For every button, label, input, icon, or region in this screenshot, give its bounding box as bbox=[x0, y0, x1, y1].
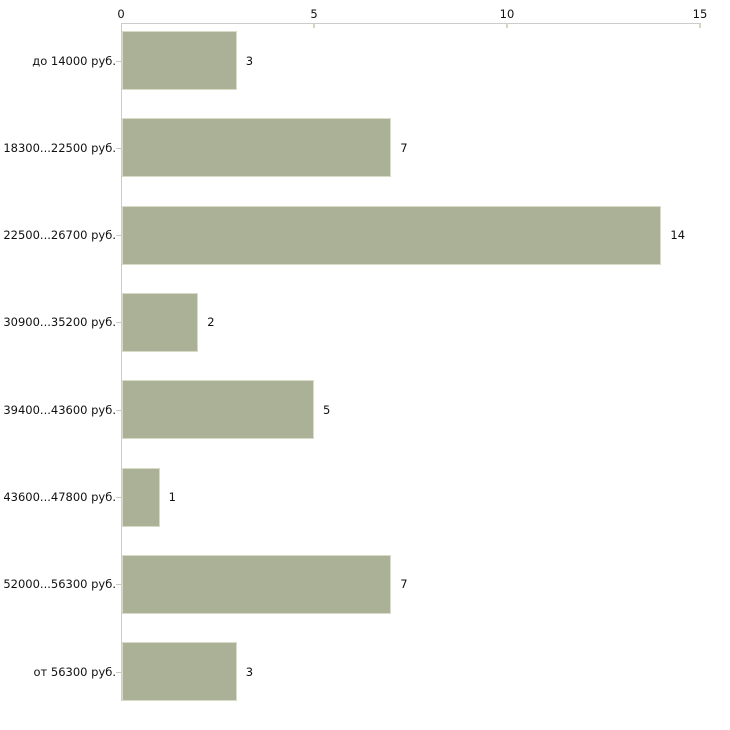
bar bbox=[122, 118, 392, 178]
bar bbox=[122, 292, 199, 352]
bar-value-label: 2 bbox=[207, 315, 215, 330]
y-axis-category-label: 39400...43600 руб. bbox=[3, 402, 116, 417]
y-tick-mark bbox=[116, 497, 121, 498]
y-axis-category-label: 52000...56300 руб. bbox=[3, 577, 116, 592]
bar-value-label: 7 bbox=[400, 577, 408, 592]
x-tick-mark bbox=[313, 24, 315, 28]
y-axis-category-label: 22500...26700 руб. bbox=[3, 228, 116, 243]
y-tick-mark bbox=[116, 60, 121, 62]
bar bbox=[122, 467, 160, 527]
y-tick-mark bbox=[116, 409, 121, 411]
x-tick-mark bbox=[506, 24, 508, 28]
y-tick-mark bbox=[116, 147, 121, 149]
bar-value-label: 7 bbox=[400, 140, 408, 155]
x-axis-line bbox=[121, 23, 701, 24]
y-axis-category-label: 18300...22500 руб. bbox=[3, 140, 116, 155]
x-tick-label: 5 bbox=[310, 7, 318, 21]
bar bbox=[122, 642, 237, 702]
y-tick-mark bbox=[116, 235, 121, 237]
y-axis-category-label: до 14000 руб. bbox=[32, 53, 116, 68]
bar bbox=[122, 554, 392, 614]
y-axis-category-label: 43600...47800 руб. bbox=[3, 490, 116, 504]
bar-value-label: 14 bbox=[670, 228, 686, 243]
y-axis-category-label: от 56300 руб. bbox=[33, 664, 116, 679]
y-tick-mark bbox=[116, 322, 121, 324]
bar bbox=[122, 31, 237, 90]
bar-value-label: 5 bbox=[323, 402, 331, 417]
y-axis-category-label: 30900...35200 руб. bbox=[3, 315, 116, 330]
bar bbox=[122, 380, 314, 440]
bar-value-label: 1 bbox=[168, 490, 176, 504]
y-axis-line bbox=[121, 23, 122, 702]
bar-value-label: 3 bbox=[245, 664, 254, 679]
y-tick-mark bbox=[116, 671, 121, 673]
x-tick-label: 15 bbox=[692, 7, 708, 21]
bar bbox=[122, 205, 662, 265]
x-tick-label: 10 bbox=[499, 7, 515, 21]
bar-value-label: 3 bbox=[245, 53, 254, 68]
x-tick-mark bbox=[699, 24, 701, 28]
x-tick-label: 0 bbox=[117, 7, 125, 21]
y-tick-mark bbox=[116, 584, 121, 586]
